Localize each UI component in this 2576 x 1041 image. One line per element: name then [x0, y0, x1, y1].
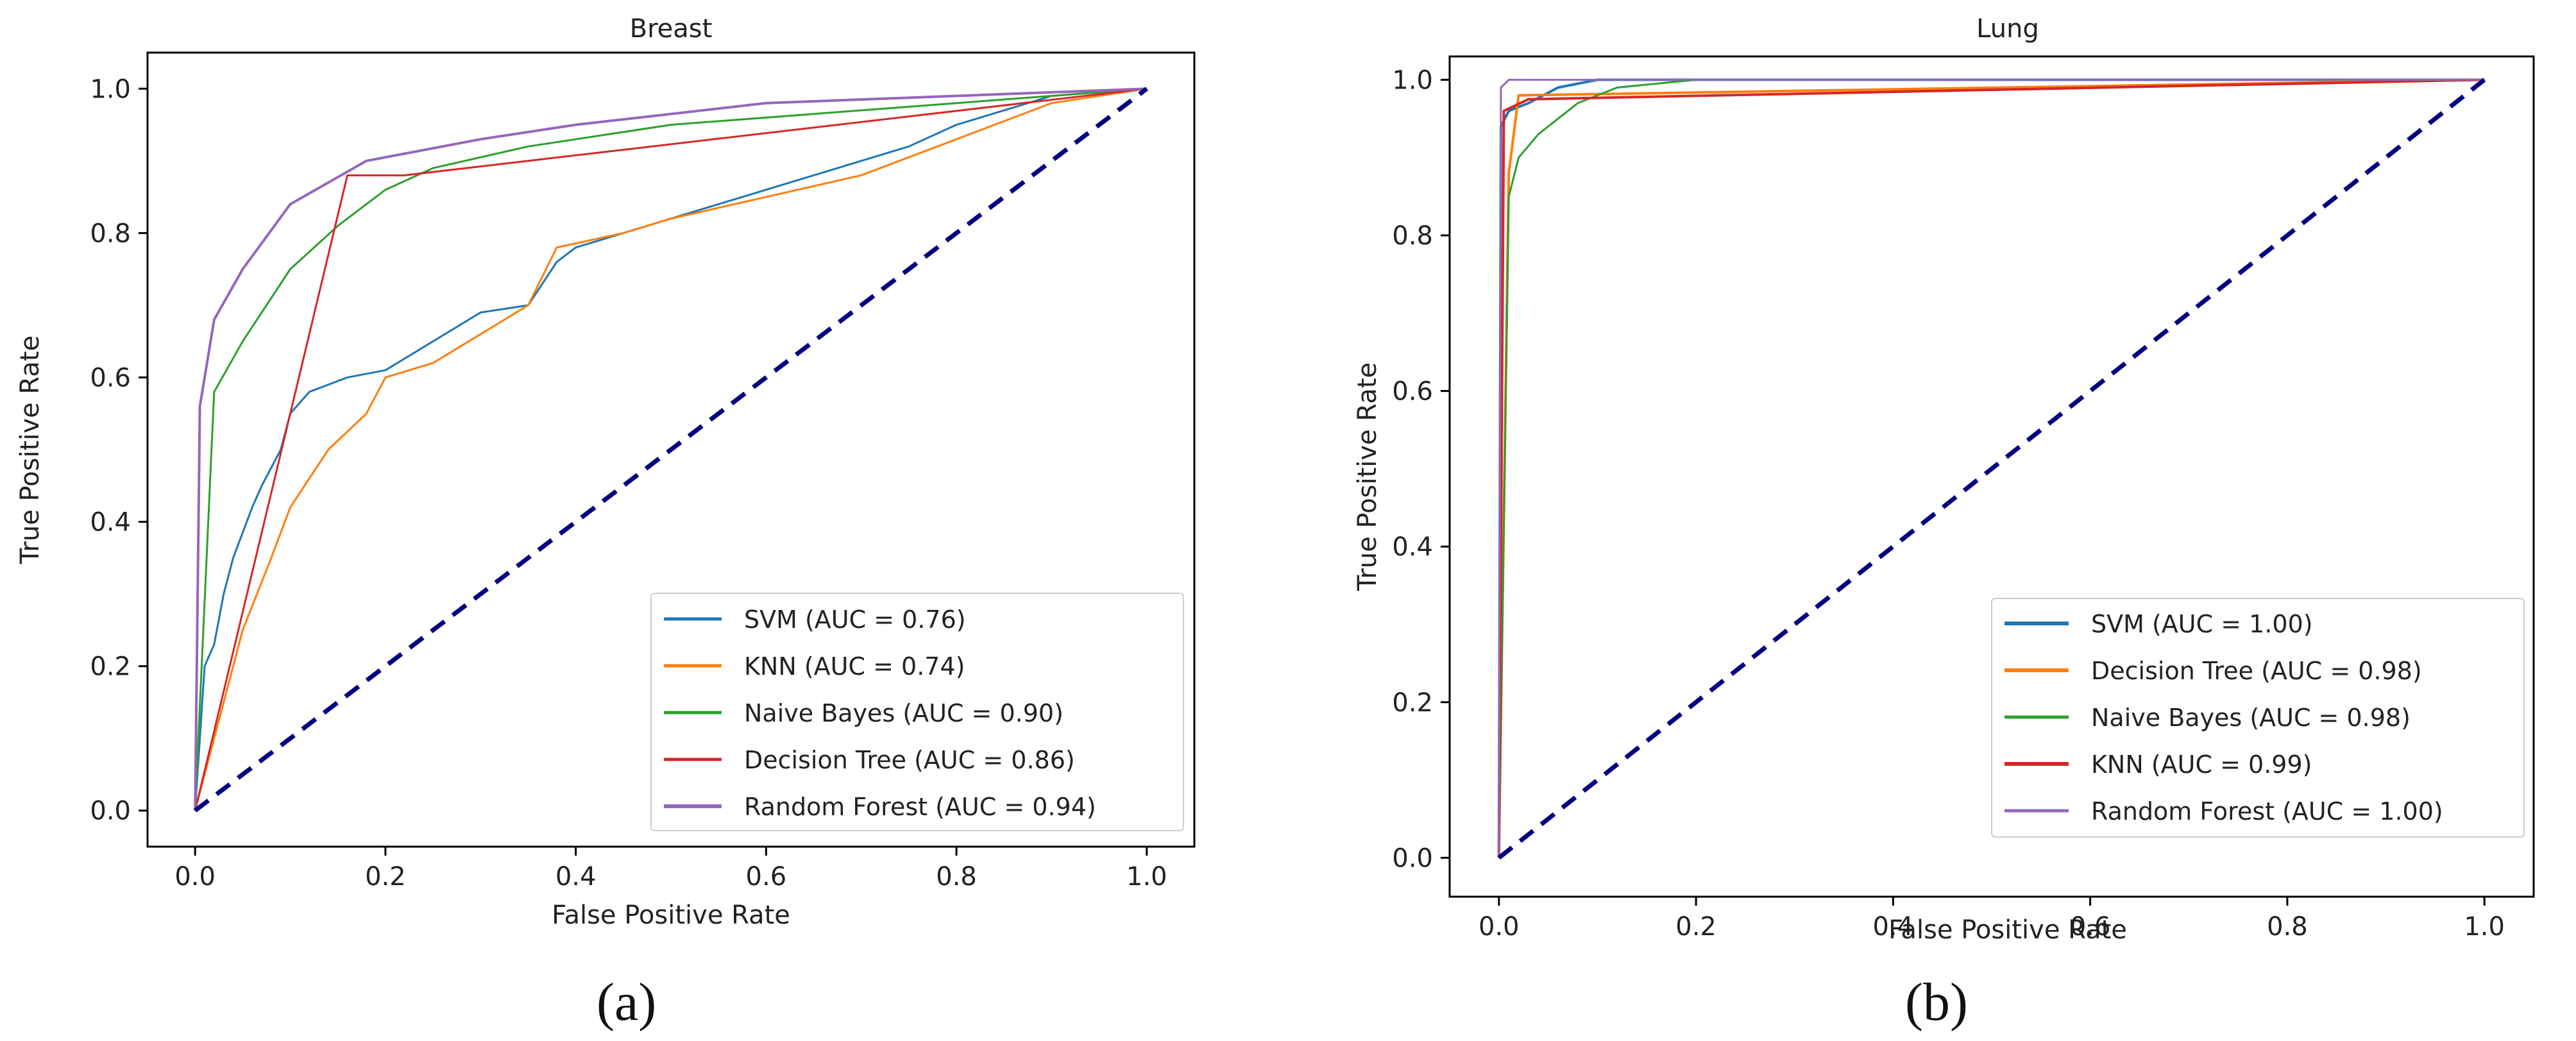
- lung-y-tick-label-4: 0.8: [1392, 221, 1433, 251]
- breast-series-line-decision-tree: [194, 87, 1147, 811]
- lung-y-tick-label-2: 0.4: [1392, 532, 1433, 562]
- breast-x-tick-label-1: 0.2: [365, 862, 406, 892]
- breast-legend: SVM (AUC = 0.76) KNN (AUC = 0.74) Naive …: [650, 593, 1184, 831]
- breast-series-line-naive-bayes: [194, 87, 1147, 811]
- lung-x-tick-label-3: 0.6: [2070, 912, 2111, 942]
- breast-legend-box: [650, 593, 1184, 831]
- lung-series-group: [1497, 78, 2486, 860]
- breast-series-line-svm: [194, 87, 1147, 811]
- lung-legend: SVM (AUC = 1.00) Decision Tree (AUC = 0.…: [1991, 598, 2525, 838]
- lung-series-line-decision-tree: [1497, 78, 2485, 858]
- breast-y-tick-label-2: 0.4: [90, 508, 131, 537]
- lung-x-tick-label-4: 0.8: [2267, 912, 2308, 942]
- lung-y-tick-label-3: 0.6: [1392, 377, 1433, 407]
- breast-y-tick-label-4: 0.8: [90, 219, 131, 248]
- lung-legend-label-decision-tree: Decision Tree (AUC = 0.98): [2091, 657, 2422, 685]
- breast-x-tick-label-3: 0.6: [746, 862, 787, 892]
- lung-legend-label-naive-bayes: Naive Bayes (AUC = 0.98): [2091, 704, 2411, 732]
- lung-legend-box: [1991, 598, 2525, 838]
- breast-legend-label-svm: SVM (AUC = 0.76): [744, 605, 966, 634]
- lung-legend-label-random-forest: Random Forest (AUC = 1.00): [2091, 797, 2443, 825]
- panel-label-a: (a): [597, 972, 656, 1032]
- lung-x-tick-label-1: 0.2: [1675, 912, 1716, 942]
- breast-legend-label-decision-tree: Decision Tree (AUC = 0.86): [744, 746, 1075, 774]
- breast-chart-title: Breast: [630, 14, 713, 44]
- lung-y-tick-label-1: 0.2: [1392, 688, 1433, 718]
- breast-legend-label-random-forest: Random Forest (AUC = 0.94): [744, 793, 1096, 821]
- lung-series-line-random-forest: [1498, 78, 2485, 858]
- breast-y-tick-label-3: 0.6: [90, 363, 131, 393]
- breast-y-tick-label-1: 0.2: [90, 652, 131, 682]
- breast-axes-ticks: 0.0 0.2 0.4 0.6 0.8 1.0 0.0 0.2 0.4 0.6 0.8 1.0: [90, 74, 1167, 892]
- panel-label-b: (b): [1905, 972, 1968, 1032]
- lung-legend-label-svm: SVM (AUC = 1.00): [2091, 610, 2313, 638]
- breast-x-tick-label-4: 0.8: [936, 862, 977, 892]
- breast-y-axis-label: True Positive Rate: [15, 335, 45, 564]
- breast-diagonal-reference-line: [194, 87, 1148, 813]
- breast-x-axis-label: False Positive Rate: [552, 901, 790, 930]
- breast-y-tick-label-5: 1.0: [90, 74, 131, 104]
- lung-chart-title: Lung: [1976, 14, 2039, 44]
- breast-series-group: [194, 87, 1148, 813]
- breast-series-line-knn: [194, 87, 1148, 811]
- breast-x-tick-label-2: 0.4: [555, 862, 597, 892]
- lung-legend-label-knn: KNN (AUC = 0.99): [2091, 750, 2312, 779]
- breast-roc-panel: Breast 0.0 0.2 0.4 0.6 0.8 1.0 0.0 0.2 0.4 0.6 0.8…: [15, 14, 1196, 1032]
- lung-y-tick-label-0: 0.0: [1392, 843, 1433, 873]
- lung-roc-panel: Lung 0.0 0.2 0.4 0.6 0.8 1.0 0.0 0.2 0.4 0.6 0.8 1.…: [1353, 14, 2535, 1032]
- breast-series-line-random-forest: [194, 87, 1147, 811]
- lung-series-line-naive-bayes: [1498, 78, 2485, 858]
- breast-legend-label-naive-bayes: Naive Bayes (AUC = 0.90): [744, 699, 1063, 727]
- breast-y-tick-label-0: 0.0: [90, 797, 131, 826]
- lung-x-tick-label-0: 0.0: [1479, 912, 1520, 942]
- lung-axes-ticks: 0.0 0.2 0.4 0.6 0.8 1.0 0.0 0.2 0.4 0.6 0.8 1.0: [1392, 65, 2505, 942]
- breast-x-tick-label-0: 0.0: [174, 862, 216, 892]
- lung-x-axis-label: False Positive Rate: [1888, 915, 2127, 945]
- breast-x-tick-label-5: 1.0: [1126, 862, 1167, 892]
- lung-y-tick-label-5: 1.0: [1392, 65, 1433, 95]
- lung-diagonal-reference-line: [1497, 78, 2486, 860]
- lung-y-axis-label: True Positive Rate: [1353, 362, 1382, 591]
- lung-x-tick-label-2: 0.4: [1873, 912, 1914, 942]
- lung-x-tick-label-5: 1.0: [2464, 912, 2505, 942]
- breast-legend-label-knn: KNN (AUC = 0.74): [744, 652, 965, 681]
